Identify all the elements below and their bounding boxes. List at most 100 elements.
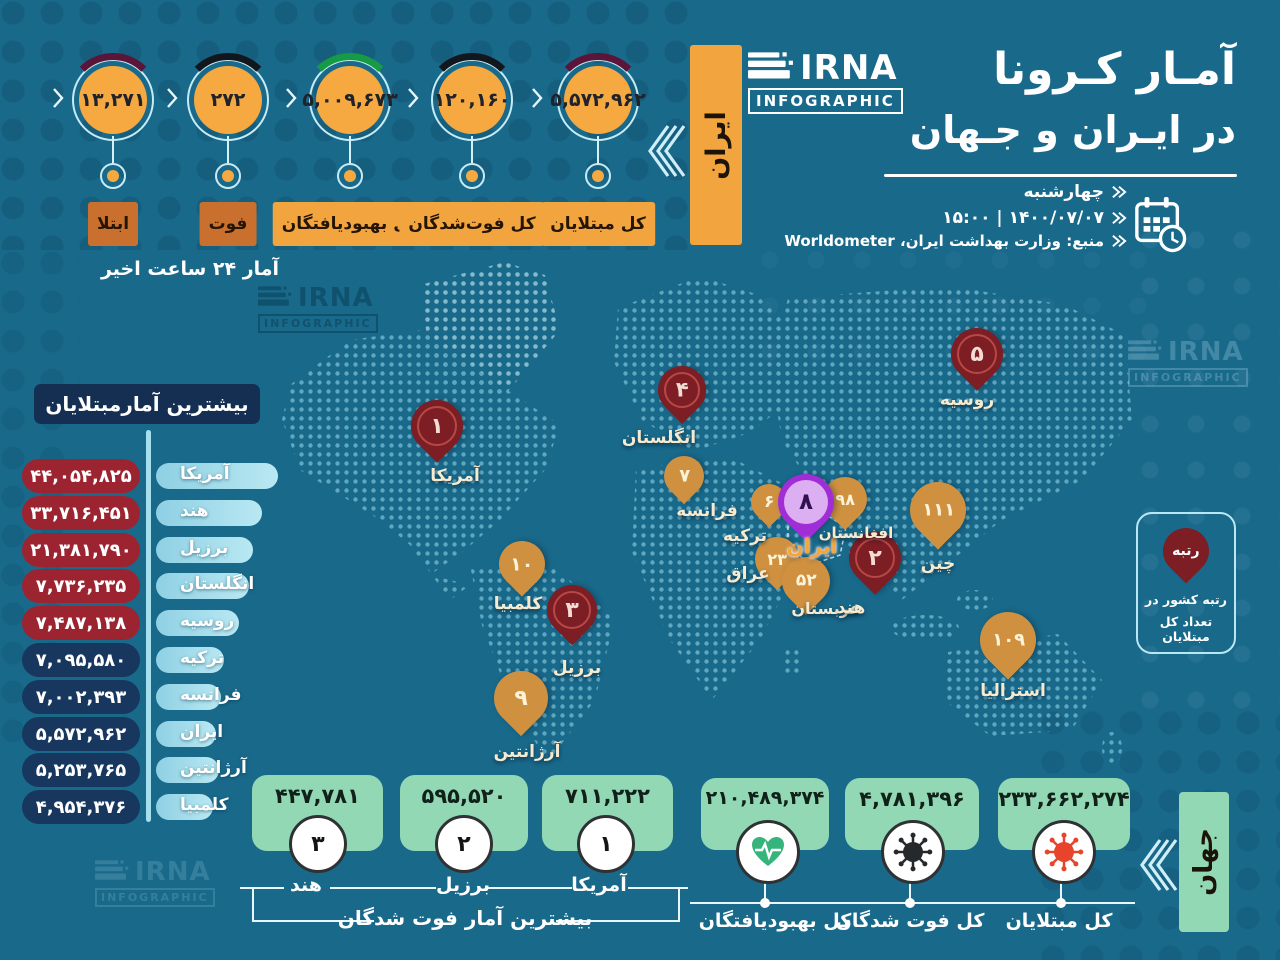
title-underline xyxy=(884,174,1237,177)
country-value: ۷,۷۳۶,۲۳۵ xyxy=(22,569,140,603)
chevron-right-icon xyxy=(165,86,179,110)
country-row-russia: روسیه ۷,۴۸۷,۱۳۸ xyxy=(20,606,300,640)
country-value: ۷,۰۹۵,۵۸۰ xyxy=(22,643,140,677)
bracket-line xyxy=(678,888,680,922)
country-value: ۴۴,۰۵۴,۸۲۵ xyxy=(22,459,140,493)
page-title-line1: آمـار کـرونا xyxy=(993,44,1236,95)
chevron-right-icon xyxy=(1111,185,1127,199)
deaths-value: ۵۹۵,۵۲۰ xyxy=(421,784,507,808)
world-card-recovered: ۲۱۰,۴۸۹,۳۷۴ xyxy=(701,778,829,850)
weekday-row: چهارشنبه xyxy=(1023,182,1127,202)
stat-label: فوت xyxy=(199,202,257,246)
legend-text-line1: رتبه کشور در xyxy=(1145,592,1227,607)
country-row-argentina: آرژانتین ۵,۲۵۳,۷۶۵ xyxy=(20,753,300,787)
country-bar xyxy=(156,500,262,526)
watermark-sub: INFOGRAPHIC xyxy=(258,314,378,333)
country-name: کلمبیا xyxy=(180,795,229,815)
pin-rank: ۸ xyxy=(798,489,814,516)
country-bar xyxy=(156,463,278,489)
stat-value: ۱۳,۲۷۱ xyxy=(80,89,146,111)
country-bar xyxy=(156,610,239,636)
watermark-sub: INFOGRAPHIC xyxy=(1128,368,1248,387)
irna-logo: IRNA INFOGRAPHIC xyxy=(748,52,903,114)
irna-watermark: IRNA INFOGRAPHIC xyxy=(258,284,378,333)
country-value: ۷,۰۰۲,۳۹۳ xyxy=(22,680,140,714)
map-pin-label-brazil: برزیل xyxy=(552,658,602,678)
pin-rank: ۲۳ xyxy=(767,549,787,569)
rank-legend: رتبه رتبه کشور در تعداد کل مبتلایان xyxy=(1136,512,1236,654)
map-pin-label-iran: ایران xyxy=(786,534,838,558)
panel-divider xyxy=(146,430,151,822)
virus-red-icon xyxy=(1032,820,1096,884)
country-bar xyxy=(156,647,224,673)
pin-rank: ۱۱۱ xyxy=(921,499,955,521)
stat-new-cases: ۱۳,۲۷۱ ابتلا xyxy=(43,44,183,254)
country-bar xyxy=(156,684,221,710)
chevron-right-icon xyxy=(1111,211,1127,225)
country-row-india: هند ۳۳,۷۱۶,۴۵۱ xyxy=(20,496,300,530)
weekday-label: چهارشنبه xyxy=(1023,182,1104,202)
line-dot xyxy=(905,898,915,908)
iran-country-outline xyxy=(787,510,847,566)
stat-label: ابتلا xyxy=(87,202,139,246)
country-bar xyxy=(156,573,249,599)
country-row-turkey: ترکیه ۷,۰۹۵,۵۸۰ xyxy=(20,643,300,677)
chevron-right-icon xyxy=(51,86,65,110)
line-dot xyxy=(760,898,770,908)
divider-line xyxy=(628,887,688,889)
chevron-right-icon xyxy=(284,86,298,110)
world-value: ۲۱۰,۴۸۹,۳۷۴ xyxy=(705,787,825,809)
country-row-colombia: کلمبیا ۴,۹۵۴,۳۷۶ xyxy=(20,790,300,824)
rank-pin-icon: رتبه xyxy=(1153,518,1219,584)
connector-line xyxy=(471,136,473,164)
brand-name: IRNA xyxy=(800,48,898,89)
connector-dot xyxy=(459,163,485,189)
deaths-country-usa: آمریکا xyxy=(571,874,627,896)
irna-watermark: IRNA INFOGRAPHIC xyxy=(1128,338,1248,387)
country-name: انگلستان xyxy=(180,574,255,594)
connector-line xyxy=(1060,878,1062,904)
stat-label: کل فوت‌شدگان xyxy=(399,202,545,246)
stat-total-cases: ۵,۵۷۲,۹۶۲ کل مبتلایان xyxy=(528,44,668,254)
country-bar xyxy=(156,757,219,783)
deaths-country-brazil: برزیل xyxy=(436,874,490,896)
pin-rank: ۳ xyxy=(565,597,579,623)
country-value: ۵,۵۷۲,۹۶۲ xyxy=(22,717,140,751)
map-pin-label-colombia: کلمبیا xyxy=(493,594,543,614)
country-name: برزیل xyxy=(180,538,229,558)
line-dot xyxy=(1056,898,1066,908)
datetime-row: ۱۴۰۰/۰۷/۰۷ | ۱۵:۰۰ xyxy=(942,208,1127,228)
divider-line xyxy=(240,887,284,889)
deaths-value: ۷۱۱,۲۲۲ xyxy=(565,784,650,808)
connector-line xyxy=(764,878,766,904)
map-pin-label-china: چین xyxy=(920,554,956,574)
source-row: منبع: وزارت بهداشت ایران، Worldometer xyxy=(784,232,1127,250)
map-pin-label-turkey: ترکیه xyxy=(722,526,768,546)
country-bar xyxy=(156,721,216,747)
country-value: ۵,۲۵۳,۷۶۵ xyxy=(22,753,140,787)
rank-number: ۲ xyxy=(457,831,471,857)
stat-label: کل مبتلایان xyxy=(541,202,655,246)
connector-line xyxy=(112,136,114,164)
country-name: آرژانتین xyxy=(180,758,247,778)
country-bar xyxy=(156,537,253,563)
page-title-line2: در ایـران و جـهان xyxy=(909,108,1236,152)
map-pin-label-russia: روسیه xyxy=(939,390,995,410)
legend-text-line2: تعداد کل مبتلایان xyxy=(1159,614,1213,644)
connector-line xyxy=(597,136,599,164)
pin-rank: ۱۰۹ xyxy=(991,629,1025,651)
rank-number: ۳ xyxy=(311,831,325,857)
divider-line xyxy=(330,887,436,889)
country-row-brazil: برزیل ۲۱,۳۸۱,۷۹۰ xyxy=(20,533,300,567)
rank-badge: ۱ xyxy=(577,815,635,873)
bracket-line xyxy=(556,920,680,922)
world-label-cases: کل مبتلایان xyxy=(1005,910,1113,932)
map-pin-label-argentina: آرژانتین xyxy=(493,742,561,762)
map-pin-label-england: انگلستان xyxy=(621,428,697,448)
irna-logo-icon xyxy=(1128,340,1162,364)
pin-rank: ۹ xyxy=(514,685,528,711)
country-row-iran: ایران ۵,۵۷۲,۹۶۲ xyxy=(20,717,300,751)
calendar-clock-icon xyxy=(1133,194,1187,254)
rank-pin-label: رتبه xyxy=(1172,543,1200,559)
